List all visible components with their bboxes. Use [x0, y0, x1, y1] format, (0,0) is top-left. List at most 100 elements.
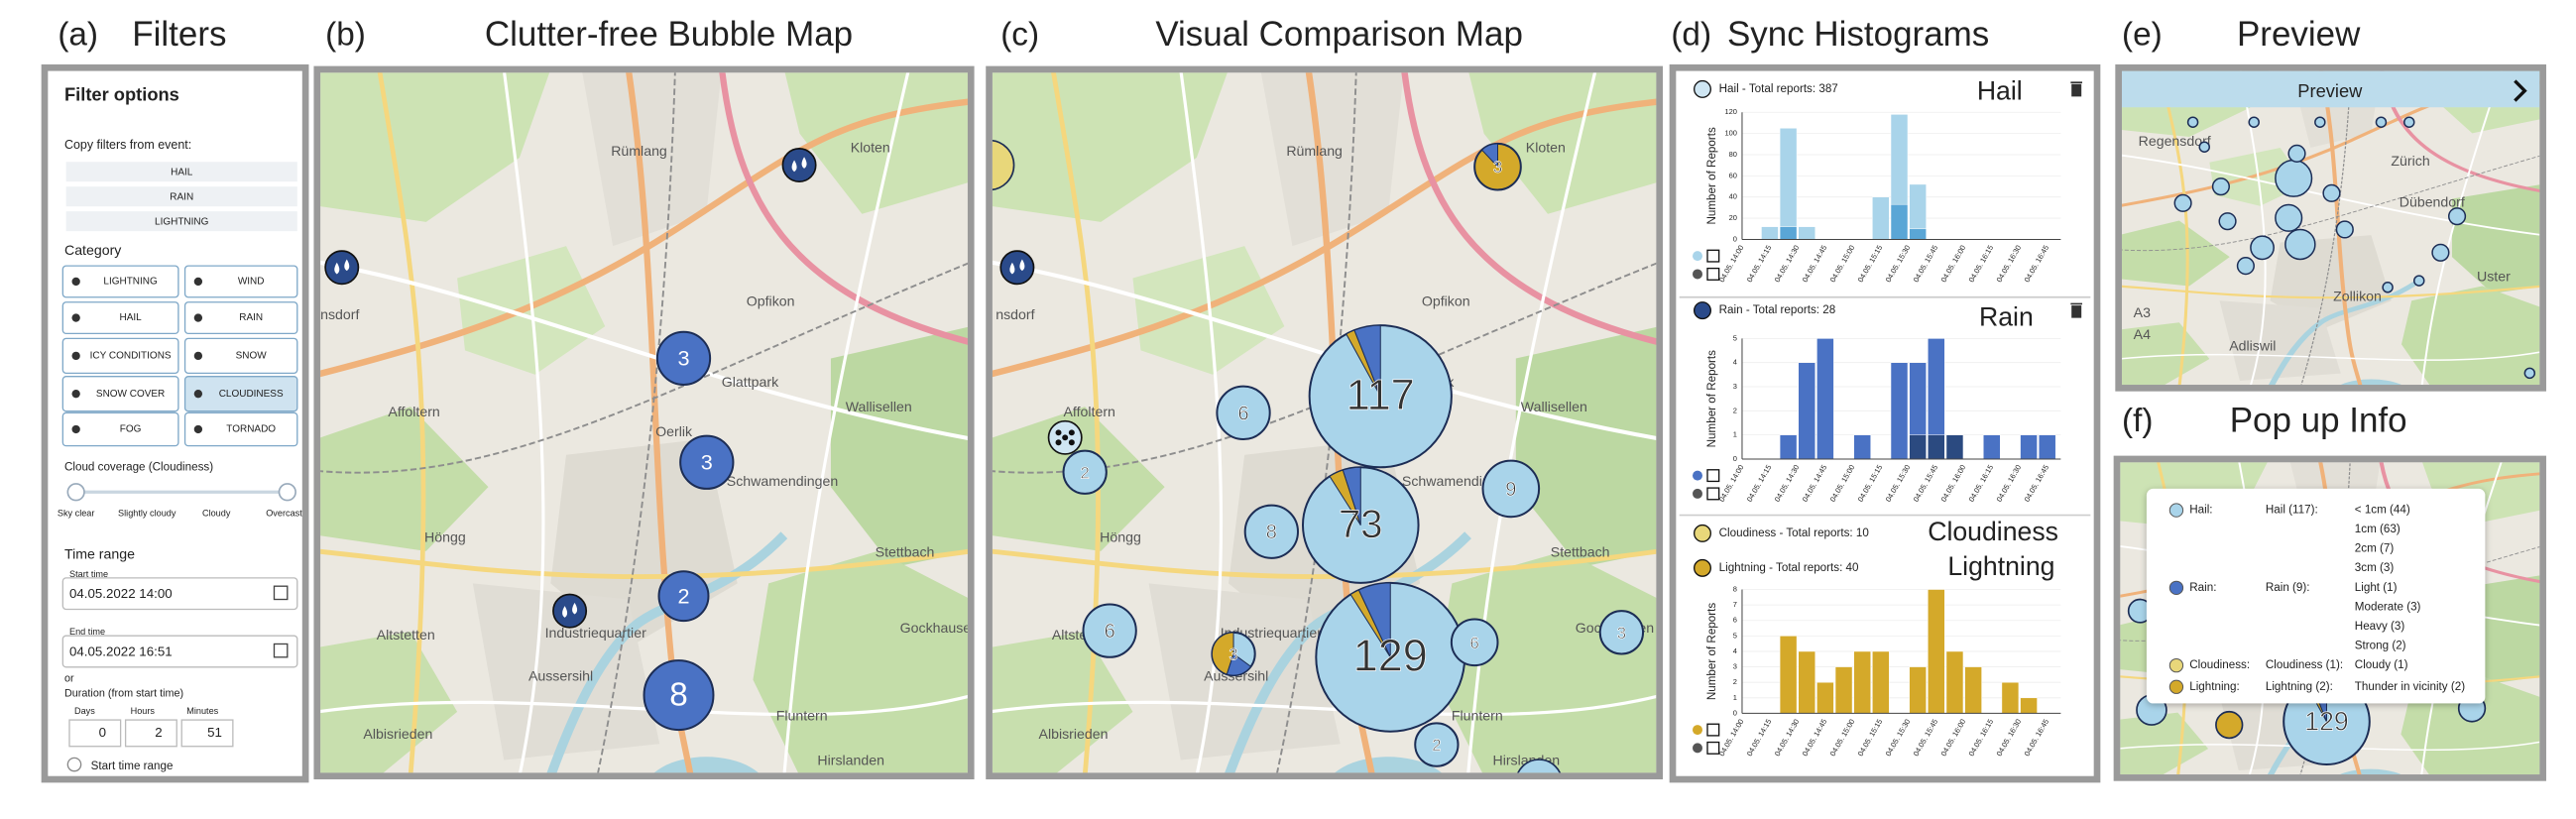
category-button[interactable] [183, 265, 298, 298]
legend-swatch[interactable] [1693, 743, 1702, 754]
copy-button-label[interactable]: HAIL [171, 168, 193, 178]
duration-input[interactable] [180, 719, 234, 748]
category-label[interactable]: ICY CONDITIONS [90, 351, 172, 362]
category-button[interactable] [183, 301, 298, 335]
category-label[interactable]: HAIL [120, 312, 143, 323]
bubble-count[interactable]: 8 [1265, 522, 1277, 544]
copy-button-label[interactable]: RAIN [170, 192, 193, 203]
event-icon[interactable] [1694, 79, 1711, 98]
copy-button[interactable] [65, 186, 297, 207]
legend-map-icon[interactable] [1706, 249, 1720, 263]
legend-map-icon[interactable] [1706, 487, 1720, 501]
preview-bubble[interactable] [2186, 116, 2199, 128]
category-label[interactable]: TORNADO [226, 424, 276, 435]
legend-swatch[interactable] [1693, 725, 1702, 736]
preview-bubble[interactable] [2218, 212, 2237, 231]
delete-icon[interactable] [2070, 302, 2083, 318]
copy-button[interactable] [65, 211, 297, 232]
bubble[interactable] [655, 330, 712, 387]
rain-icon[interactable] [999, 250, 1035, 286]
duration-input[interactable] [124, 719, 177, 748]
category-label[interactable]: LIGHTNING [103, 277, 158, 288]
preview-bubble[interactable] [2236, 257, 2255, 276]
bubble[interactable] [643, 659, 715, 732]
popup-map-bubble[interactable] [2215, 710, 2244, 740]
category-button[interactable] [61, 411, 179, 447]
calendar-icon[interactable] [273, 643, 289, 658]
category-button[interactable] [183, 337, 298, 375]
legend-map-icon[interactable] [1706, 723, 1720, 737]
bubble[interactable] [657, 570, 710, 623]
copy-button-label[interactable]: LIGHTNING [155, 217, 209, 228]
preview-bubble[interactable] [2173, 193, 2192, 212]
legend-map-icon[interactable] [1706, 741, 1720, 755]
bubble-count[interactable]: 129 [1352, 630, 1428, 681]
bubble-count[interactable]: 8 [669, 677, 688, 714]
bubble-count[interactable]: 3 [1493, 158, 1503, 177]
category-label[interactable]: SNOW [236, 351, 268, 362]
input-value[interactable]: 04.05.2022 16:51 [69, 644, 173, 658]
bubble-count[interactable]: 129 [2304, 706, 2349, 737]
duration-value[interactable]: 51 [207, 725, 222, 740]
preview-bubble[interactable] [2523, 367, 2536, 380]
category-label[interactable]: FOG [120, 424, 142, 435]
legend-swatch[interactable] [1693, 470, 1702, 481]
preview-bubble[interactable] [2375, 116, 2388, 128]
category-label[interactable]: WIND [238, 277, 265, 288]
legend-swatch[interactable] [1693, 269, 1702, 280]
legend-swatch[interactable] [1693, 251, 1702, 262]
preview-bubble[interactable] [2275, 203, 2303, 232]
duration-value[interactable]: 0 [99, 725, 106, 740]
delete-icon[interactable] [2070, 81, 2083, 97]
category-button[interactable] [61, 265, 179, 298]
category-button[interactable] [183, 376, 298, 412]
bubble-count[interactable]: 3 [677, 346, 689, 371]
preview-bubble[interactable] [2198, 141, 2210, 153]
legend-map-icon[interactable] [1706, 469, 1720, 483]
slider-handle[interactable] [66, 483, 85, 502]
preview-bubble[interactable] [2322, 183, 2341, 202]
legend-map-icon[interactable] [1706, 267, 1720, 281]
event-icon[interactable] [1694, 301, 1711, 320]
input-value[interactable]: 04.05.2022 14:00 [69, 586, 173, 601]
bubble[interactable] [679, 434, 735, 490]
event-icon[interactable] [1694, 524, 1711, 542]
bubble-count[interactable]: 6 [1237, 403, 1249, 425]
bubble-count[interactable]: 2 [1432, 736, 1442, 756]
preview-bar[interactable] [2121, 70, 2540, 108]
preview-bubble[interactable] [2250, 235, 2275, 261]
preview-bubble[interactable] [2211, 177, 2230, 196]
bubble-count[interactable]: 2 [1080, 463, 1090, 483]
copy-button[interactable] [65, 162, 297, 182]
bubble[interactable] [1243, 504, 1299, 559]
preview-bubble[interactable] [2447, 207, 2467, 226]
date-input[interactable] [61, 635, 298, 668]
bubble-count[interactable]: 6 [1469, 634, 1479, 653]
bubble[interactable] [1062, 449, 1108, 495]
preview-bubble[interactable] [2284, 228, 2316, 261]
preview-bubble[interactable] [2314, 116, 2326, 128]
duration-input[interactable] [68, 719, 122, 748]
bubble[interactable] [1414, 722, 1460, 767]
category-button[interactable] [61, 337, 179, 375]
preview-chevron[interactable] [2514, 79, 2527, 102]
bubble-count[interactable]: 73 [1339, 502, 1383, 546]
bubble-count[interactable]: 6 [1104, 621, 1115, 644]
bubble-count[interactable]: 3 [1616, 624, 1626, 644]
bubble[interactable] [1450, 618, 1499, 667]
preview-bubble[interactable] [2275, 159, 2313, 197]
rain-icon[interactable] [781, 148, 817, 183]
preview-bubble[interactable] [2248, 116, 2260, 128]
preview-bubble[interactable] [2287, 144, 2306, 163]
bubble[interactable] [1216, 385, 1271, 440]
bubble-count[interactable]: 3 [701, 450, 713, 475]
category-label[interactable]: SNOW COVER [96, 389, 165, 400]
preview-bubble[interactable] [2403, 116, 2415, 128]
category-button[interactable] [61, 376, 179, 412]
preview-bubble[interactable] [2335, 220, 2354, 239]
calendar-icon[interactable] [273, 585, 289, 601]
bubble-count[interactable]: 9 [1505, 479, 1517, 502]
category-label[interactable]: CLOUDINESS [219, 389, 284, 400]
preview-bubble[interactable] [2431, 243, 2450, 262]
category-button[interactable] [183, 411, 298, 447]
